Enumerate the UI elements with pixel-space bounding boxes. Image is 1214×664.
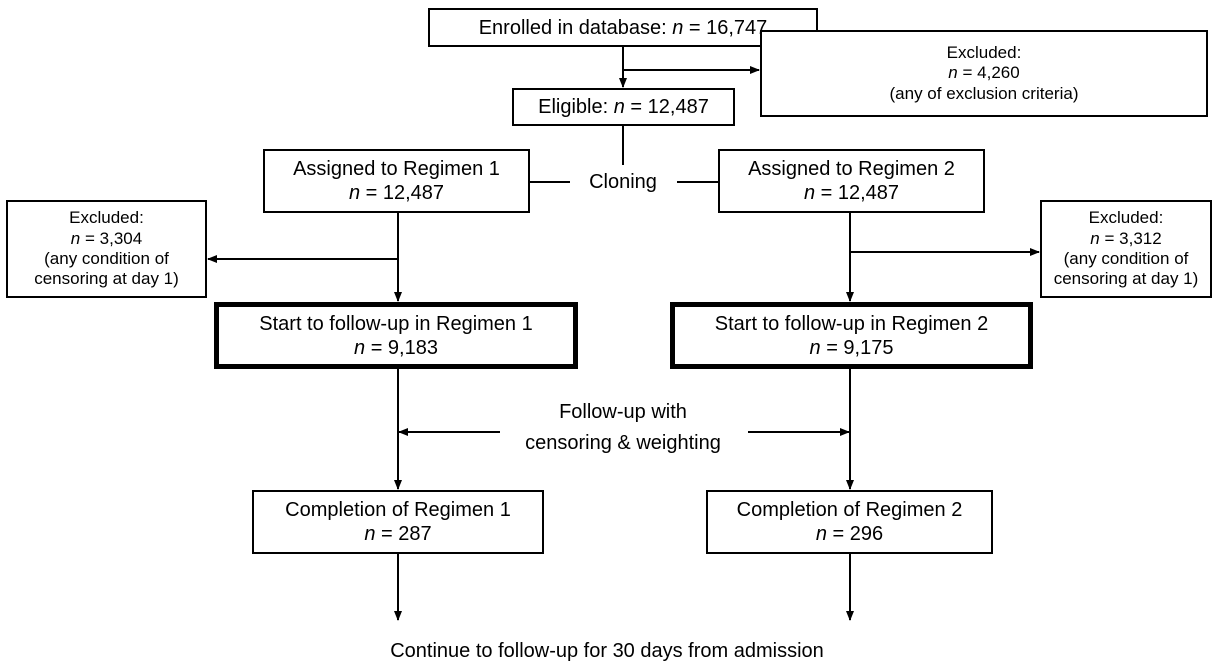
text-segment: = 3,304 — [80, 228, 143, 248]
italic-symbol: n — [672, 16, 684, 39]
box-line: n = 12,487 — [349, 181, 444, 205]
box-line: Excluded: — [69, 208, 144, 228]
box-line: n = 9,183 — [354, 336, 438, 360]
text-segment: = 12,487 — [624, 96, 709, 118]
text-segment: Excluded: — [69, 208, 144, 228]
italic-symbol: n — [70, 228, 81, 248]
text-segment: Completion of Regimen 2 — [736, 499, 963, 521]
text-segment: = 12,487 — [815, 182, 900, 204]
box-line: Assigned to Regimen 1 — [293, 157, 500, 181]
box-line: censoring at day 1) — [1054, 269, 1199, 289]
text-segment: Excluded: — [1088, 208, 1164, 228]
flow-box: Excluded: n = 3,312 (any condition of censo… — [1040, 200, 1212, 298]
box-line: (any condition of — [1064, 249, 1189, 269]
italic-symbol: n — [803, 182, 816, 204]
text-segment: = 4,260 — [957, 63, 1020, 83]
text-segment: (any condition of — [44, 249, 169, 268]
text-segment: = 9,183 — [365, 336, 438, 359]
text-segment: (any of exclusion criteria) — [889, 83, 1079, 103]
italic-symbol: n — [1090, 228, 1100, 248]
italic-symbol: n — [809, 336, 821, 359]
italic-symbol: n — [815, 523, 827, 545]
box-line: Enrolled in database: n = 16,747 — [479, 16, 768, 40]
text-segment: = 296 — [826, 523, 884, 545]
text-segment: censoring at day 1) — [34, 269, 179, 289]
follow-up-label: Follow-up with — [559, 397, 687, 427]
text-segment: censoring at day 1) — [1053, 269, 1199, 289]
box-line: n = 4,260 — [948, 63, 1019, 83]
box-line: Completion of Regimen 2 — [737, 498, 963, 522]
text-segment: Enrolled in database: — [478, 16, 673, 39]
text-segment: (any condition of — [1063, 249, 1189, 268]
links — [530, 126, 718, 183]
box-line: n = 287 — [364, 522, 431, 546]
text-segment: Eligible: — [538, 96, 614, 118]
text-segment: Completion of Regimen 1 — [285, 499, 511, 521]
box-line: n = 3,304 — [71, 229, 142, 249]
flow-box: Excluded: n = 4,260 (any of exclusion crit… — [760, 30, 1208, 117]
text-segment: Assigned to Regimen 1 — [293, 158, 500, 180]
flow-box: Eligible: n = 12,487 — [512, 88, 735, 126]
box-line: Start to follow-up in Regimen 1 — [259, 312, 532, 336]
follow-up-label: censoring & weighting — [525, 428, 721, 458]
text-segment: Start to follow-up in Regimen 2 — [714, 312, 989, 335]
text-segment: Assigned to Regimen 2 — [748, 158, 955, 180]
italic-symbol: n — [364, 523, 376, 545]
box-line: Eligible: n = 12,487 — [538, 95, 709, 119]
flow-box: Excluded: n = 3,304 (any condition of censo… — [6, 200, 207, 298]
italic-symbol: n — [613, 96, 625, 118]
box-line: n = 9,175 — [810, 336, 894, 360]
box-line: (any of exclusion criteria) — [890, 84, 1079, 104]
box-line: Completion of Regimen 1 — [285, 498, 511, 522]
flow-box: Enrolled in database: n = 16,747 — [428, 8, 818, 47]
italic-symbol: n — [348, 182, 361, 204]
italic-symbol: n — [948, 63, 958, 83]
text-segment: = 16,747 — [683, 16, 768, 39]
box-line: Start to follow-up in Regimen 2 — [715, 312, 988, 336]
cloning-label: Cloning — [589, 167, 657, 197]
box-line: Assigned to Regimen 2 — [748, 157, 955, 181]
box-line: (any condition of — [44, 249, 169, 269]
box-line: n = 296 — [816, 522, 883, 546]
box-line: n = 12,487 — [804, 181, 899, 205]
footer-label: Continue to follow-up for 30 days from a… — [390, 636, 824, 664]
text-segment: Start to follow-up in Regimen 1 — [259, 312, 533, 335]
box-line: n = 3,312 — [1090, 229, 1161, 249]
text-segment: = 9,175 — [820, 336, 894, 359]
text-segment: = 12,487 — [360, 182, 445, 204]
box-line: censoring at day 1) — [34, 269, 179, 289]
text-segment: = 3,312 — [1099, 228, 1162, 248]
box-line: Excluded: — [1089, 208, 1164, 228]
text-segment: Excluded: — [946, 42, 1022, 62]
text-segment: = 287 — [375, 523, 432, 545]
box-line: Excluded: — [947, 43, 1022, 63]
arrows — [207, 47, 1040, 621]
italic-symbol: n — [354, 336, 366, 359]
